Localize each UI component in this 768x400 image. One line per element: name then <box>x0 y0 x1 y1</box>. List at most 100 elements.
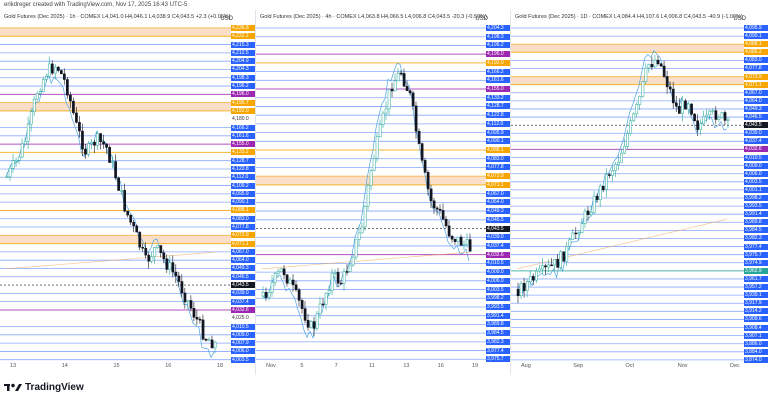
price-level-tag: 4,010.5 <box>486 260 510 267</box>
price-level-tag: 3,991.4 <box>744 211 768 218</box>
price-level-tag: 3,982.3 <box>744 235 768 242</box>
candle-body <box>565 246 569 262</box>
candle-body <box>345 271 349 273</box>
price-level-tag: 4,155.0 <box>231 141 255 148</box>
candle-body <box>399 72 403 75</box>
candle-body <box>462 243 466 246</box>
candle-body <box>38 91 42 94</box>
candle-body <box>438 208 442 211</box>
candle-body <box>117 177 120 191</box>
moving-average-line <box>5 251 215 270</box>
candle-body <box>375 136 379 159</box>
price-level-tag: 4,067.0 <box>486 190 510 197</box>
price-level-tag: 4,090.1 <box>744 33 768 40</box>
candle-body <box>156 245 160 248</box>
price-level-tag: 4,161.6 <box>231 132 255 139</box>
candle-body <box>32 98 36 112</box>
price-level-tag: 4,155.0 <box>486 86 510 93</box>
candle-body <box>608 174 611 176</box>
candle-body <box>378 124 382 137</box>
candle-body <box>641 81 645 97</box>
price-level-tag: 4,192.0 <box>231 107 255 114</box>
candle-body <box>714 110 718 120</box>
price-axis[interactable]: 4,236.8 4,232.2 4,215.3 4,212.5 4,204.9 4,204… <box>231 24 255 364</box>
time-tick-label: 7 <box>334 363 338 369</box>
chart-pane-4h[interactable]: Gold Futures (Dec 2025) · 4h · COMEX L4,… <box>256 10 511 375</box>
candle-body <box>414 105 418 132</box>
price-level-tag: 4,001.1 <box>744 186 768 193</box>
candle-body <box>53 66 57 74</box>
candle-body <box>93 141 96 146</box>
candle-body <box>659 63 663 67</box>
candle-body <box>589 212 593 215</box>
price-level-tag: 3,977.4 <box>486 347 510 354</box>
candle-body <box>390 89 394 92</box>
candle-body <box>402 73 406 87</box>
moving-average-line <box>516 218 728 270</box>
price-axis[interactable]: 4,204.3 4,198.3 4,196.2 4,196.0 4,192.0 4,166… <box>486 24 510 364</box>
price-level-tag: 4,088.1 <box>744 41 768 48</box>
candle-body <box>50 63 54 74</box>
price-level-tag: 4,083.0 <box>486 155 510 162</box>
time-tick-label: 13 <box>10 363 17 369</box>
candle-body <box>396 72 400 82</box>
chart-pane-1h[interactable]: Gold Futures (Dec 2025) · 1h · COMEX L4,… <box>0 10 256 375</box>
price-level-tag: 4,204.3 <box>486 25 510 31</box>
time-tick-label: 5 <box>300 363 304 369</box>
candle-body <box>168 262 172 270</box>
time-axis[interactable]: Aug Sep Oct Nov Dec <box>511 363 744 373</box>
candle-body <box>635 104 639 115</box>
price-plot[interactable] <box>256 24 486 375</box>
price-axis[interactable]: 4,095.9 4,090.1 4,088.1 4,086.2 4,083.0 4,077… <box>744 24 768 364</box>
candle-body <box>78 122 81 132</box>
footer-bar: TradingView <box>0 375 768 400</box>
price-level-tag: 4,043.5 <box>744 122 768 129</box>
price-level-tag: 4,236.8 <box>231 25 255 31</box>
candle-body <box>638 96 642 105</box>
price-level-tag: 4,198.3 <box>231 74 255 81</box>
price-plot[interactable] <box>0 24 231 375</box>
price-level-tag: 4,007.9 <box>231 340 255 347</box>
candle-body <box>417 130 421 144</box>
candle-body <box>571 232 575 240</box>
price-level-tag: 4,088.1 <box>231 207 255 214</box>
price-level-tag: 3,884.0 <box>744 348 768 355</box>
candle-body <box>279 268 283 273</box>
price-level-tag: 4,049.3 <box>744 105 768 112</box>
price-level-tag: 4,195.7 <box>231 99 255 106</box>
candle-body <box>360 226 364 234</box>
chart-pane-1d[interactable]: Gold Futures (Dec 2025) · 1D · COMEX L4,… <box>511 10 768 375</box>
price-level-tag: 4,083.0 <box>744 57 768 64</box>
symbol-header: Gold Futures (Dec 2025) · 1D · COMEX L4,… <box>515 14 743 20</box>
candle-body <box>662 65 666 77</box>
candle-body <box>303 308 307 321</box>
price-level-tag: 4,010.5 <box>744 154 768 161</box>
time-axis[interactable]: Nov 5 7 11 13 16 19 <box>256 363 486 373</box>
candle-body <box>72 100 75 114</box>
candle-body <box>525 281 529 291</box>
price-level-tag: 4,095.9 <box>231 190 255 197</box>
candle-body <box>690 103 693 115</box>
candle-body <box>684 100 687 110</box>
tradingview-logo[interactable]: TradingView <box>4 382 84 393</box>
price-level-tag: 4,003.5 <box>486 286 510 293</box>
candle-body <box>267 292 271 298</box>
candle-body <box>723 112 727 121</box>
candle-body <box>297 289 301 301</box>
candle-body <box>522 283 526 291</box>
candle-body <box>282 268 286 276</box>
candle-body <box>285 274 289 284</box>
candle-body <box>351 256 355 266</box>
candle-body <box>535 270 538 281</box>
candle-body <box>577 232 581 235</box>
candle-body <box>324 293 328 305</box>
price-level-tag: 3,991.4 <box>486 312 510 319</box>
price-plot[interactable] <box>511 24 744 375</box>
time-axis[interactable]: 13 14 15 16 18 <box>0 363 231 373</box>
candle-body <box>632 113 636 122</box>
candle-body <box>699 123 703 130</box>
supply-zone <box>0 102 231 111</box>
candle-body <box>20 143 24 158</box>
candle-body <box>17 156 21 161</box>
supply-zone <box>0 235 231 244</box>
